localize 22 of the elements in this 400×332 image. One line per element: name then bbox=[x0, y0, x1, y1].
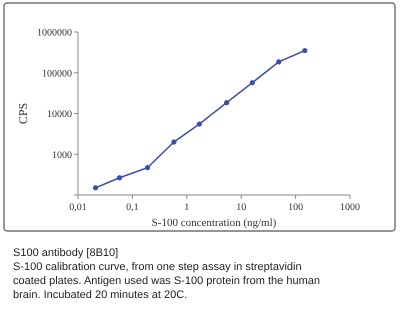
point bbox=[302, 48, 308, 54]
x-tick-label: 1 bbox=[184, 202, 190, 213]
point bbox=[250, 80, 255, 86]
point bbox=[224, 100, 230, 106]
y-tick-label: 1000000 bbox=[37, 28, 72, 38]
y-tick-label: 1000 bbox=[52, 150, 72, 161]
point bbox=[92, 185, 98, 190]
y-tick-label: 10000 bbox=[47, 109, 72, 120]
x-tick-label: 0,1 bbox=[126, 202, 139, 213]
x-tick-label: 1000 bbox=[340, 202, 360, 213]
point bbox=[171, 139, 177, 145]
y-axis-title: CPS bbox=[16, 102, 30, 124]
point bbox=[144, 165, 150, 170]
x-tick-label: 100 bbox=[288, 202, 304, 213]
y-tick-label: 100000 bbox=[42, 68, 72, 80]
point bbox=[276, 59, 282, 64]
x-axis-title: S-100 concentration (ng/ml) bbox=[152, 217, 277, 229]
text: S-100 calibration curve, from one step assay in streptavidin coated plates. Antigen used was S-100 protein from the human brain. Incubated 20 minutes at 20C. bbox=[13, 261, 320, 301]
x-tick-label: 0,01 bbox=[69, 202, 87, 213]
text: S100 antibody [8B10] bbox=[13, 247, 118, 259]
point bbox=[196, 121, 202, 127]
x-tick-label: 10 bbox=[236, 202, 246, 213]
